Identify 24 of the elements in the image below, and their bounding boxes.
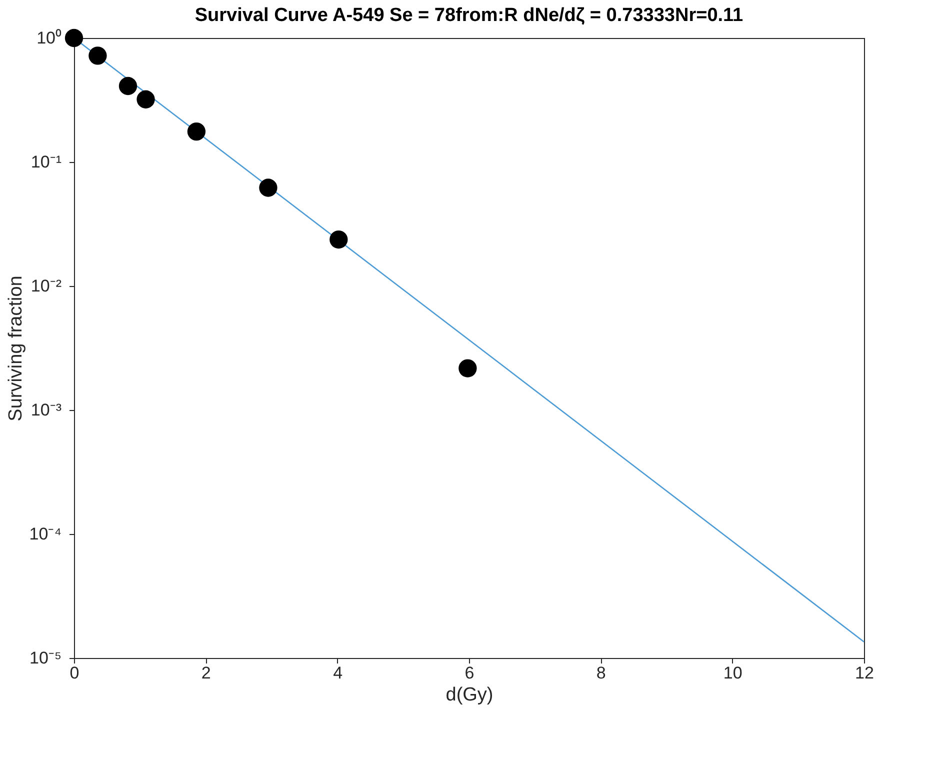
y-tick-label: 10⁻⁴ bbox=[29, 524, 62, 544]
x-tick-label: 8 bbox=[596, 664, 606, 682]
y-tick-label: 10⁻² bbox=[30, 276, 62, 296]
point bbox=[259, 178, 278, 197]
y-tick-label: 10⁻⁵ bbox=[30, 648, 62, 668]
point bbox=[118, 76, 138, 96]
y-axis-title: Surviving fraction bbox=[5, 276, 26, 422]
y-tick-label: 10⁰ bbox=[36, 28, 62, 48]
x-tick-label: 2 bbox=[201, 664, 211, 682]
point bbox=[136, 90, 155, 108]
x-tick-label: 6 bbox=[464, 664, 474, 682]
point bbox=[88, 46, 107, 65]
point bbox=[330, 230, 348, 249]
point bbox=[187, 122, 206, 141]
chart-title: Survival Curve A-549 Se = 78from:R dNe/dζ = 0.73333Nr=0.11 bbox=[194, 4, 744, 26]
y-tick-label: 10⁻³ bbox=[30, 400, 62, 420]
x-tick-label: 0 bbox=[70, 664, 80, 682]
y-tick-label: 10⁻¹ bbox=[30, 152, 62, 172]
x-tick-label: 12 bbox=[855, 664, 874, 682]
x-tick-label: 10 bbox=[723, 664, 742, 682]
x-axis-title: d(Gy) bbox=[446, 684, 494, 706]
point bbox=[64, 28, 84, 48]
x-tick-label: 4 bbox=[333, 664, 343, 682]
point bbox=[458, 359, 477, 378]
